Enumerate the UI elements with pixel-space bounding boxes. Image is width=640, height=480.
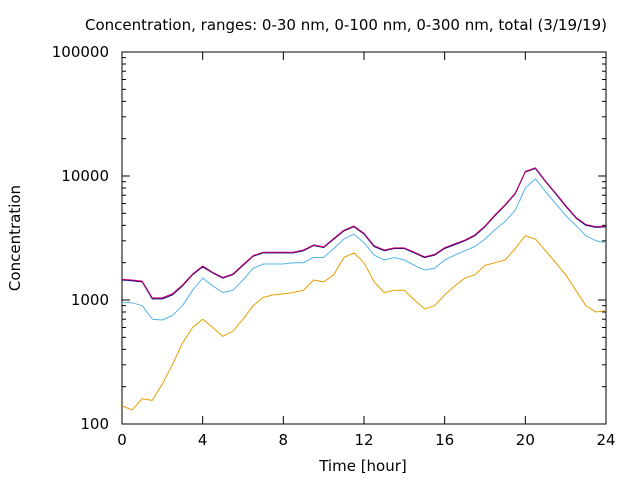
axis-ticks — [121, 51, 607, 425]
x-tick-labels: 0 4 8 12 16 20 24 — [117, 431, 615, 449]
x-tick-label: 20 — [516, 431, 535, 449]
y-tick-labels: 100 1000 10000 100000 — [52, 43, 109, 433]
series-line-2 — [121, 178, 607, 321]
x-tick-label: 16 — [435, 431, 454, 449]
x-tick-label: 4 — [198, 431, 208, 449]
series-lines — [121, 167, 607, 411]
y-axis-title: Concentration — [6, 185, 24, 291]
x-tick-label: 24 — [596, 431, 615, 449]
x-tick-label: 8 — [279, 431, 289, 449]
chart-title: Concentration, ranges: 0-30 nm, 0-100 nm… — [85, 16, 607, 34]
x-axis-title: Time [hour] — [318, 457, 407, 475]
x-tick-label: 12 — [354, 431, 373, 449]
series-line-1 — [121, 235, 607, 411]
y-tick-label: 100000 — [52, 43, 109, 61]
y-tick-label: 100 — [80, 415, 109, 433]
series-line-4 — [121, 167, 607, 299]
x-tick-label: 0 — [117, 431, 127, 449]
y-tick-label: 10000 — [61, 167, 109, 185]
y-tick-label: 1000 — [71, 291, 109, 309]
